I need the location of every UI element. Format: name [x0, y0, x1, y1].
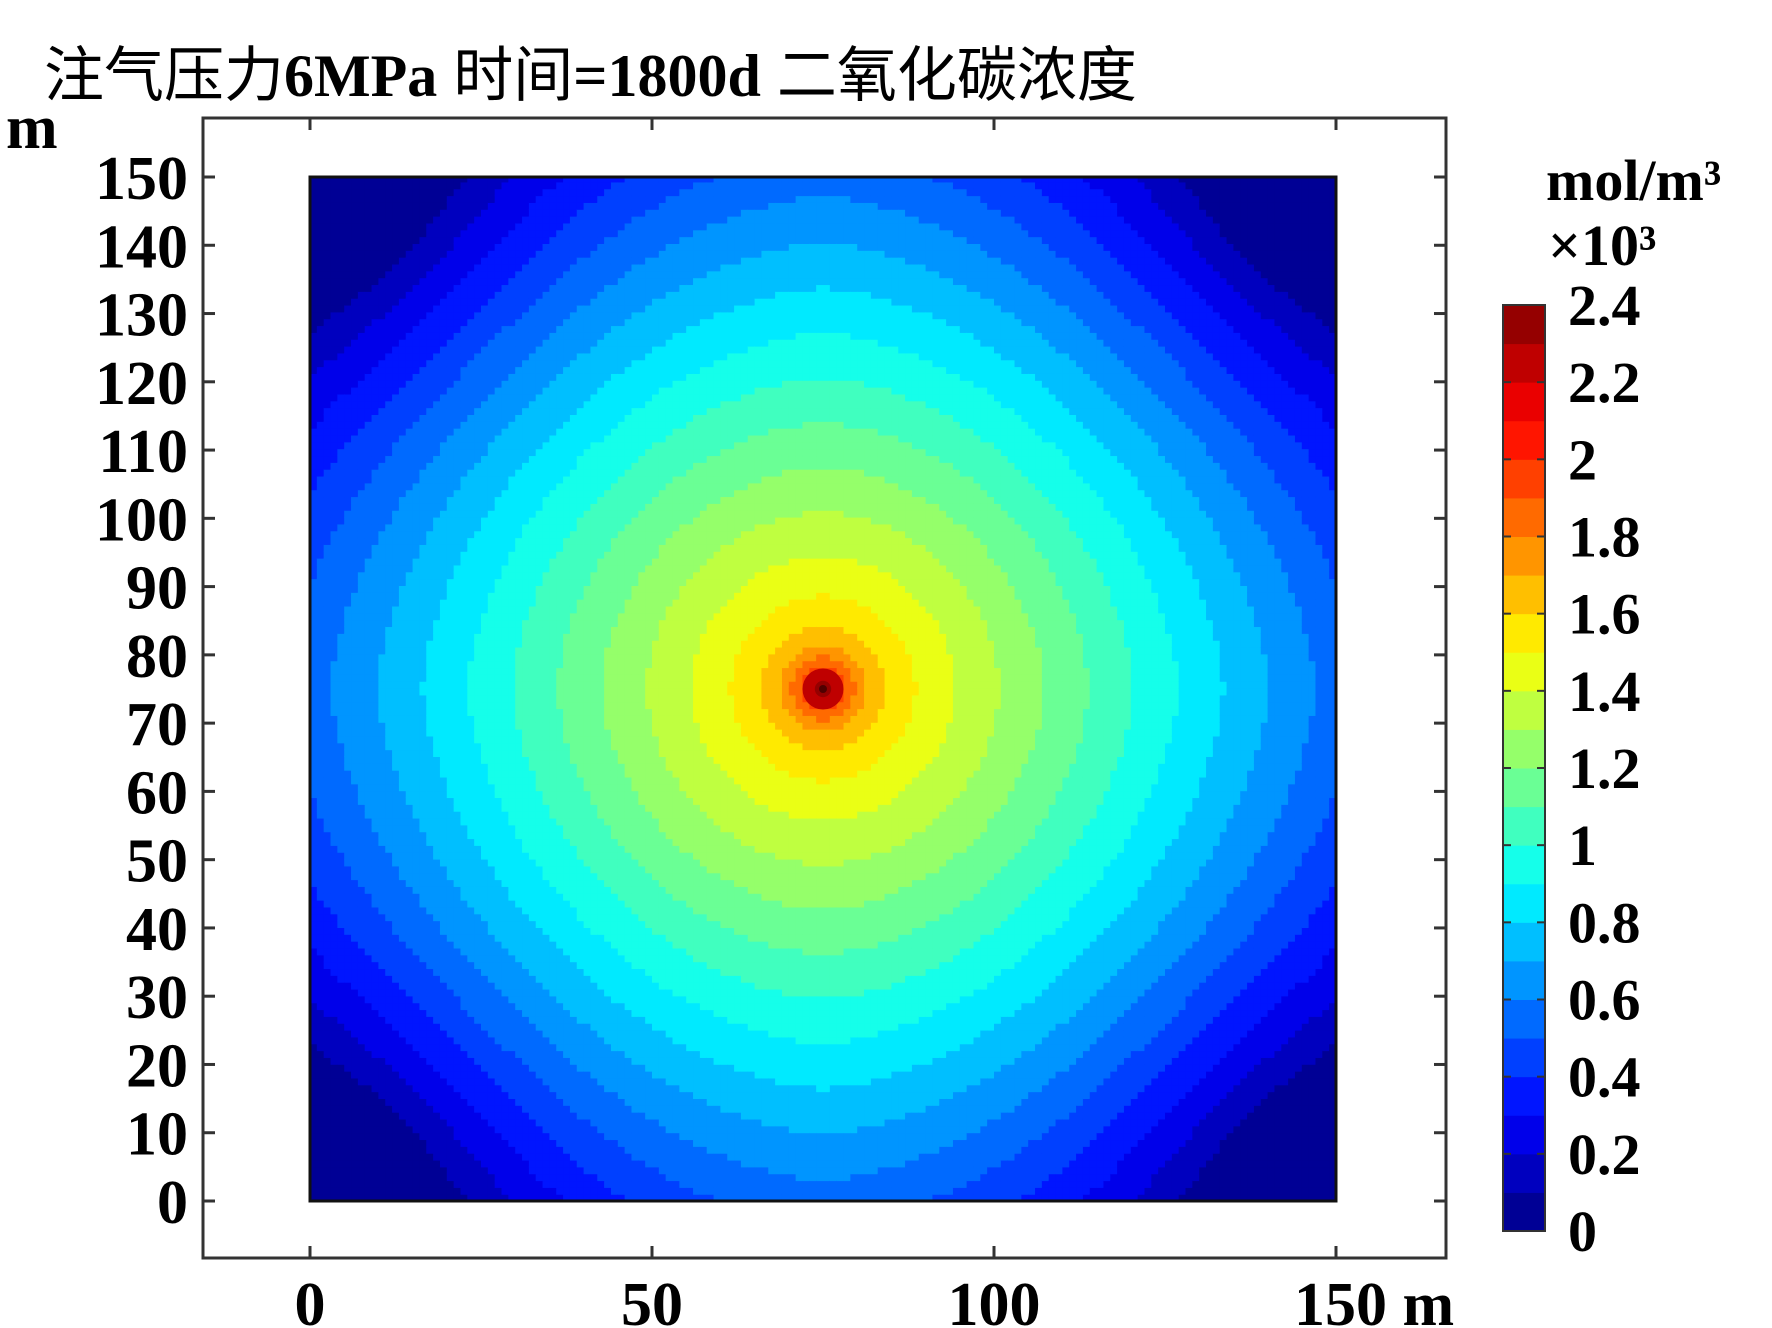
title-time-value: =1800d: [573, 43, 761, 109]
y-tick-label: 70: [126, 691, 188, 759]
colorbar-segment: [1503, 961, 1545, 1000]
colorbar-tick-label: 2.2: [1568, 350, 1641, 415]
contour-plot: [310, 175, 1337, 1202]
colorbar-tick-label: 0.8: [1568, 890, 1641, 955]
y-tick-label: 120: [95, 350, 188, 418]
chart-canvas: 注气压力6MPa 时间=1800d 二氧化碳浓度 m 0 50 100 150 m 010…: [0, 0, 1772, 1328]
colorbar-segment: [1503, 1192, 1545, 1231]
colorbar-tick-label: 1.8: [1568, 505, 1641, 570]
colorbar-segment: [1503, 845, 1545, 884]
colorbar-segment: [1503, 691, 1545, 730]
colorbar-unit: mol/m³: [1546, 148, 1721, 213]
title-pressure-label: 注气压力: [44, 41, 284, 111]
y-tick-label: 40: [126, 896, 188, 964]
title-time-label: 时间: [453, 41, 573, 111]
colorbar-tick-label: 0.4: [1568, 1045, 1641, 1110]
x-tick-label: 100: [948, 1271, 1041, 1328]
colorbar-segment: [1503, 922, 1545, 961]
y-tick-label: 20: [126, 1032, 188, 1100]
colorbar-segment: [1503, 498, 1545, 537]
colorbar-segment: [1503, 1000, 1545, 1039]
colorbar-segment: [1503, 305, 1545, 344]
colorbar-tick-label: 0: [1568, 1199, 1597, 1264]
colorbar-segment: [1503, 1077, 1545, 1116]
colorbar-segment: [1503, 575, 1545, 614]
colorbar-segment: [1503, 537, 1545, 576]
colorbar-tick-label: 1: [1568, 813, 1597, 878]
colorbar-tick-label: 2: [1568, 427, 1597, 492]
x-tick-label: 50: [621, 1271, 683, 1328]
colorbar-segment: [1503, 1154, 1545, 1193]
colorbar-multiplier: ×10³: [1548, 213, 1656, 278]
y-tick-label: 10: [126, 1101, 188, 1169]
y-tick-label: 50: [126, 828, 188, 896]
title-pressure-value: 6MPa: [284, 43, 437, 109]
colorbar-segment: [1503, 807, 1545, 846]
y-tick-label: 90: [126, 555, 188, 623]
y-tick-label: 110: [98, 418, 188, 486]
injection-point: [819, 685, 827, 693]
y-tick-label: 100: [95, 486, 188, 554]
colorbar-segment: [1503, 1038, 1545, 1077]
colorbar-segment: [1503, 652, 1545, 691]
y-axis-label: m: [6, 94, 58, 162]
x-tick-label: 0: [295, 1271, 326, 1328]
colorbar-segment: [1503, 382, 1545, 421]
colorbar-tick-label: 0.2: [1568, 1122, 1641, 1187]
y-tick-label: 130: [95, 282, 188, 350]
colorbar-tick-label: 2.4: [1568, 273, 1641, 338]
colorbar-tick-label: 0.6: [1568, 968, 1641, 1033]
colorbar-segment: [1503, 459, 1545, 498]
y-tick-label: 80: [126, 623, 188, 691]
colorbar-segment: [1503, 884, 1545, 923]
colorbar-segment: [1503, 768, 1545, 807]
y-tick-label: 140: [95, 213, 188, 281]
colorbar-segment: [1503, 614, 1545, 653]
colorbar-segment: [1503, 344, 1545, 383]
title-quantity-label: 二氧化碳浓度: [777, 41, 1137, 111]
chart-title: 注气压力6MPa 时间=1800d 二氧化碳浓度: [44, 41, 1137, 111]
y-tick-label: 150: [95, 145, 188, 213]
colorbar-segment: [1503, 729, 1545, 768]
x-tick-label: 150 m: [1294, 1271, 1454, 1328]
colorbar-tick-label: 1.4: [1568, 659, 1641, 724]
y-tick-label: 60: [126, 759, 188, 827]
colorbar-segment: [1503, 421, 1545, 460]
colorbar-tick-label: 1.2: [1568, 736, 1641, 801]
colorbar: 0 0.2 0.4 0.6 0.8 1 1.2 1.4 1.6 1.8 2 2.2 2.4: [1503, 273, 1641, 1264]
colorbar-segment: [1503, 1115, 1545, 1154]
colorbar-tick-label: 1.6: [1568, 582, 1641, 647]
y-tick-label: 0: [157, 1169, 188, 1237]
y-tick-label: 30: [126, 964, 188, 1032]
